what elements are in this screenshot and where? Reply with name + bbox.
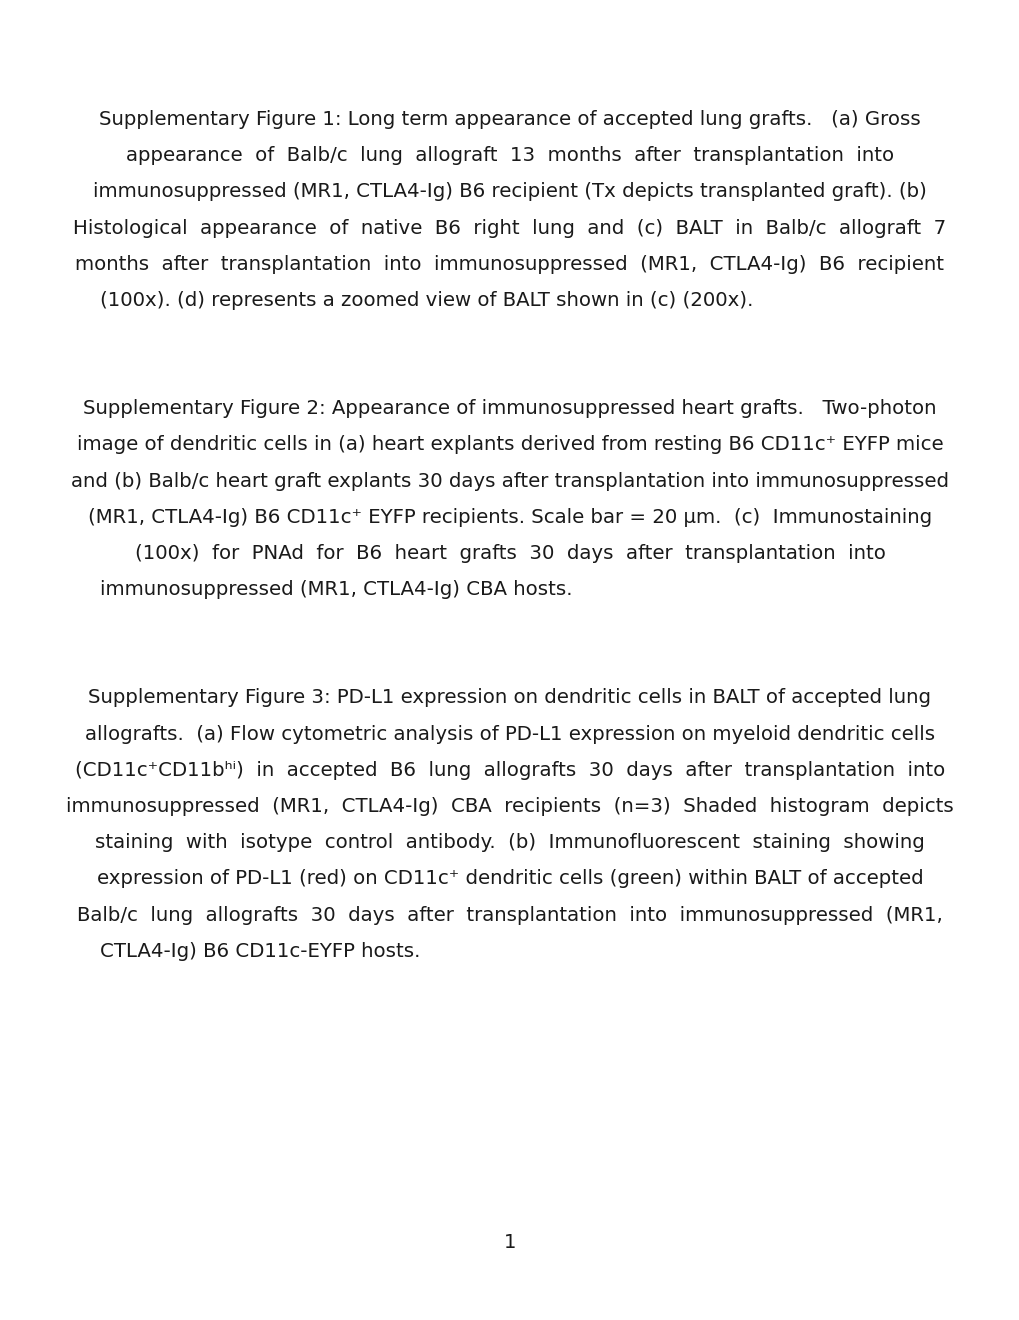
Text: 1: 1 xyxy=(503,1233,516,1251)
Text: (100x). (d) represents a zoomed view of BALT shown in (c) (200x).: (100x). (d) represents a zoomed view of … xyxy=(100,290,753,310)
Text: image of dendritic cells in (a) heart explants derived from resting B6 CD11c⁺ EY: image of dendritic cells in (a) heart ex… xyxy=(76,436,943,454)
Text: Supplementary Figure 2: Appearance of immunosuppressed heart grafts.   Two-photo: Supplementary Figure 2: Appearance of im… xyxy=(84,399,935,418)
Text: CTLA4-Ig) B6 CD11c-EYFP hosts.: CTLA4-Ig) B6 CD11c-EYFP hosts. xyxy=(100,941,420,961)
Text: immunosuppressed  (MR1,  CTLA4-Ig)  CBA  recipients  (n=3)  Shaded  histogram  d: immunosuppressed (MR1, CTLA4-Ig) CBA rec… xyxy=(66,797,953,816)
Text: immunosuppressed (MR1, CTLA4-Ig) B6 recipient (Tx depicts transplanted graft). (: immunosuppressed (MR1, CTLA4-Ig) B6 reci… xyxy=(93,182,926,202)
Text: expression of PD-L1 (red) on CD11c⁺ dendritic cells (green) within BALT of accep: expression of PD-L1 (red) on CD11c⁺ dend… xyxy=(97,870,922,888)
Text: Histological  appearance  of  native  B6  right  lung  and  (c)  BALT  in  Balb/: Histological appearance of native B6 rig… xyxy=(73,219,946,238)
Text: appearance  of  Balb/c  lung  allograft  13  months  after  transplantation  int: appearance of Balb/c lung allograft 13 m… xyxy=(125,147,894,165)
Text: and (b) Balb/c heart graft explants 30 days after transplantation into immunosup: and (b) Balb/c heart graft explants 30 d… xyxy=(71,471,948,491)
Text: staining  with  isotype  control  antibody.  (b)  Immunofluorescent  staining  s: staining with isotype control antibody. … xyxy=(95,833,924,853)
Text: Supplementary Figure 1: Long term appearance of accepted lung grafts.   (a) Gros: Supplementary Figure 1: Long term appear… xyxy=(99,110,920,129)
Text: months  after  transplantation  into  immunosuppressed  (MR1,  CTLA4-Ig)  B6  re: months after transplantation into immuno… xyxy=(75,255,944,273)
Text: immunosuppressed (MR1, CTLA4-Ig) CBA hosts.: immunosuppressed (MR1, CTLA4-Ig) CBA hos… xyxy=(100,581,572,599)
Text: Balb/c  lung  allografts  30  days  after  transplantation  into  immunosuppress: Balb/c lung allografts 30 days after tra… xyxy=(77,906,942,924)
Text: (MR1, CTLA4-Ig) B6 CD11c⁺ EYFP recipients. Scale bar = 20 μm.  (c)  Immunostaini: (MR1, CTLA4-Ig) B6 CD11c⁺ EYFP recipient… xyxy=(88,508,931,527)
Text: (CD11c⁺CD11bʰⁱ)  in  accepted  B6  lung  allografts  30  days  after  transplant: (CD11c⁺CD11bʰⁱ) in accepted B6 lung allo… xyxy=(74,760,945,780)
Text: allografts.  (a) Flow cytometric analysis of PD-L1 expression on myeloid dendrit: allografts. (a) Flow cytometric analysis… xyxy=(85,725,934,743)
Text: Supplementary Figure 3: PD-L1 expression on dendritic cells in BALT of accepted : Supplementary Figure 3: PD-L1 expression… xyxy=(89,689,930,708)
Text: (100x)  for  PNAd  for  B6  heart  grafts  30  days  after  transplantation  int: (100x) for PNAd for B6 heart grafts 30 d… xyxy=(135,544,884,564)
